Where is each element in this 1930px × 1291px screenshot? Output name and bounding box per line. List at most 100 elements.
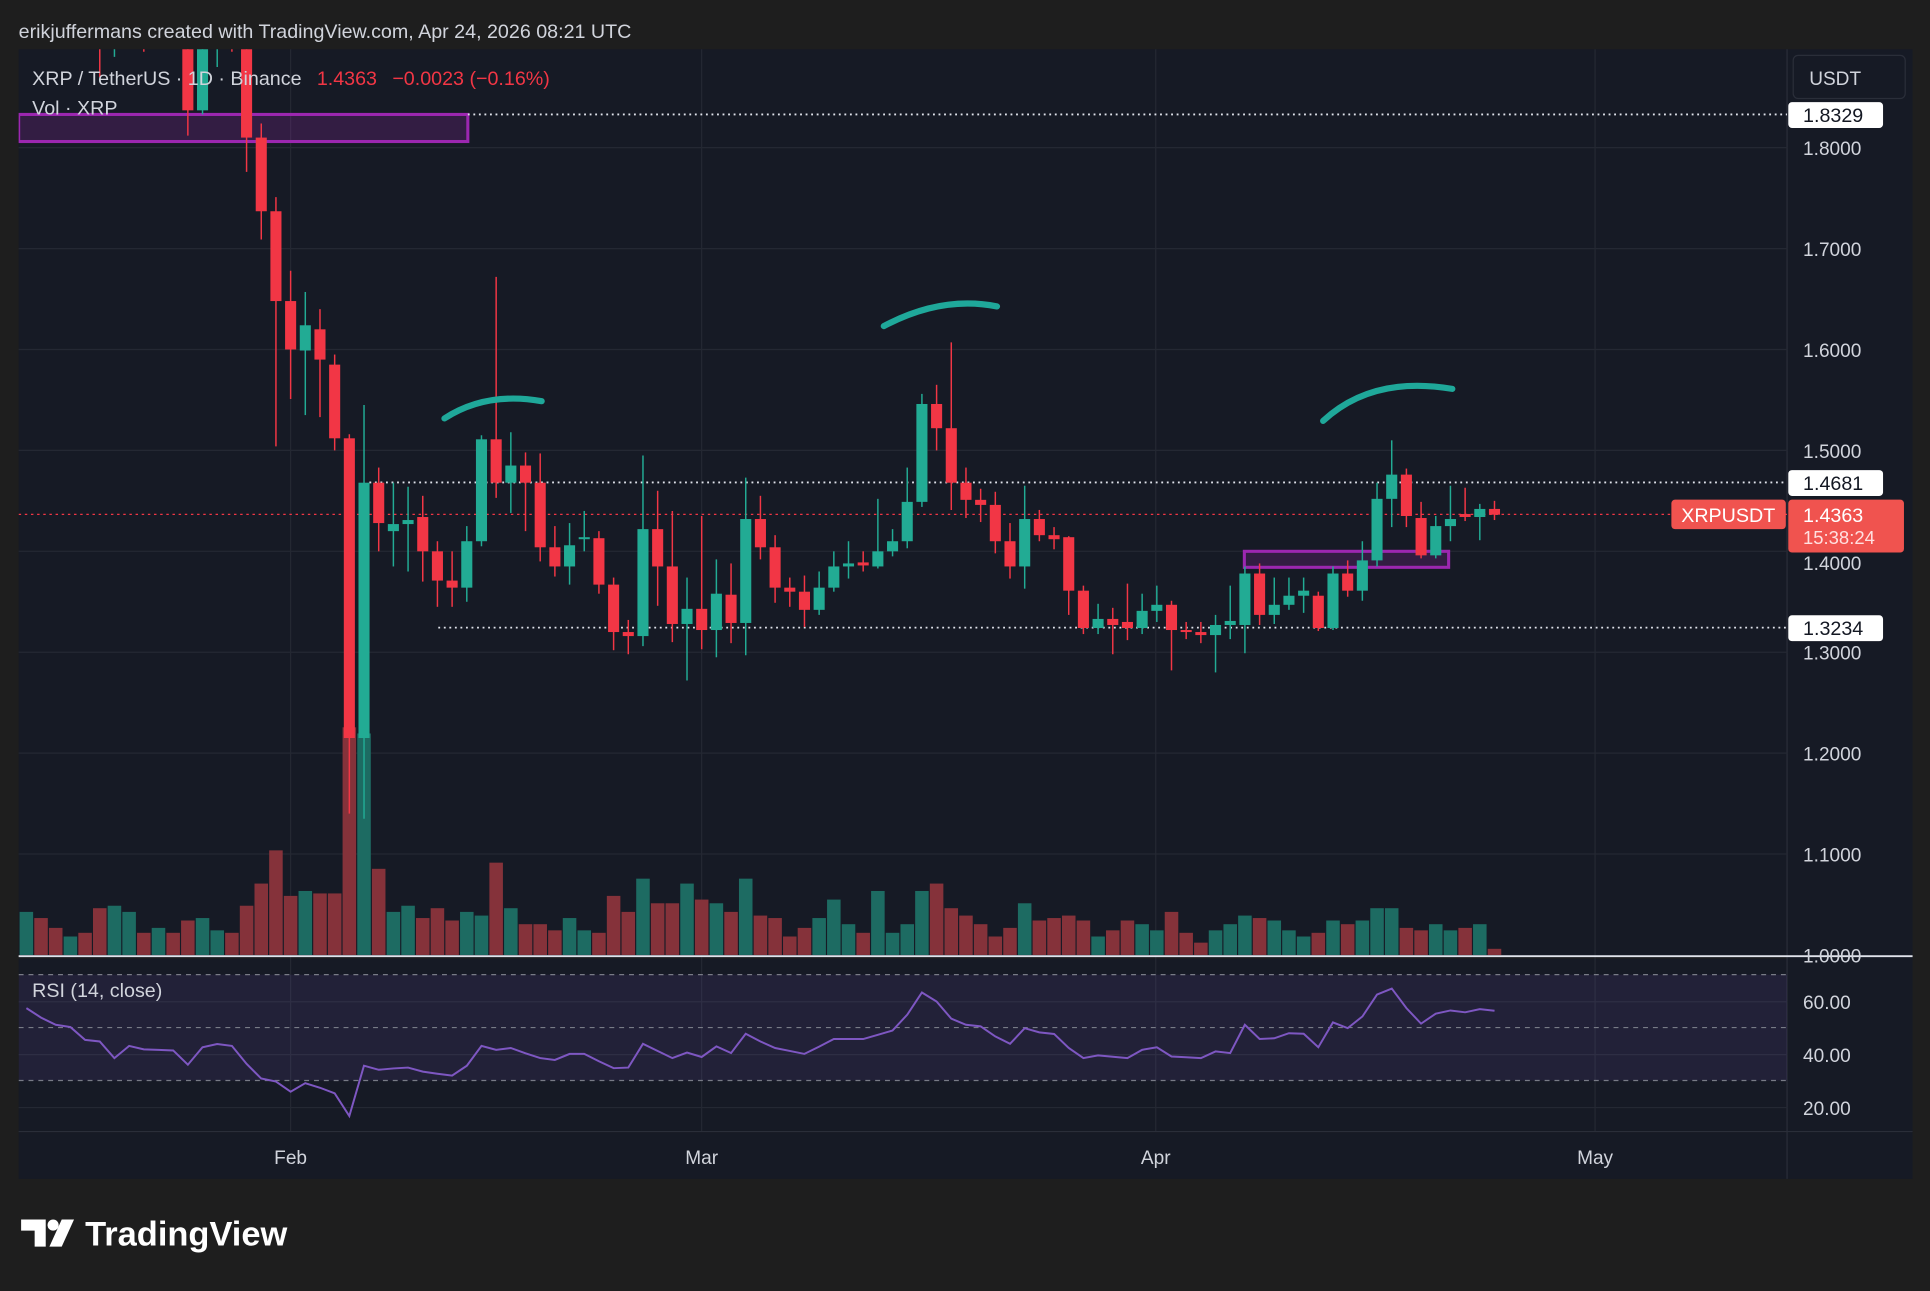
candle: [285, 270, 297, 399]
candle: [945, 342, 957, 510]
volume-bar: [665, 903, 680, 955]
time-label-may: May: [1577, 1148, 1613, 1169]
volume-bar: [562, 918, 577, 955]
volume-legend[interactable]: Vol · XRP: [32, 97, 117, 119]
candle-body: [1033, 519, 1045, 536]
volume-bar: [1443, 930, 1458, 955]
candle-body: [1210, 624, 1222, 636]
candle: [1048, 527, 1060, 550]
last-price-text: 1.4363: [317, 68, 377, 90]
candle: [578, 510, 590, 552]
candle: [113, 49, 116, 57]
candle: [857, 551, 869, 572]
volume-bar: [871, 890, 885, 955]
volume-bar: [783, 936, 797, 955]
candle-body: [857, 562, 869, 566]
candle: [989, 491, 1001, 554]
tradingview-logo[interactable]: TradingView: [21, 1215, 288, 1253]
candle-body: [329, 364, 341, 439]
candle: [387, 482, 399, 567]
volume-bar: [1017, 903, 1032, 955]
volume-bar: [841, 924, 856, 955]
candle-body: [945, 428, 957, 483]
rsi-legend[interactable]: RSI (14, close): [32, 980, 162, 1002]
symbol-info[interactable]: XRP / TetherUS · 1D · Binance: [32, 68, 301, 90]
candle: [872, 498, 884, 569]
candle: [519, 452, 532, 532]
candle: [373, 467, 385, 552]
candle-body: [578, 537, 590, 540]
candle: [1327, 566, 1339, 631]
breakout-zone-box: [1242, 549, 1451, 569]
candle-body: [1400, 474, 1412, 516]
candle: [593, 531, 605, 594]
candle-body: [564, 545, 576, 567]
volume-bar: [1487, 948, 1502, 955]
volume-bar: [592, 932, 606, 955]
price-tick: 1.3000: [1803, 644, 1861, 665]
candle: [1386, 440, 1398, 528]
volume-bar: [929, 883, 944, 955]
candle: [1004, 523, 1016, 579]
candle-body: [402, 520, 414, 525]
price-axis[interactable]: [1787, 49, 1913, 1133]
volume-bar: [988, 936, 1003, 955]
candle-body: [696, 608, 708, 631]
candle: [608, 577, 620, 651]
currency-button[interactable]: [1792, 54, 1906, 100]
candle-body: [1136, 610, 1148, 629]
bar-countdown-label: 15:38:24: [1803, 527, 1875, 548]
time-axis[interactable]: [18, 1132, 1913, 1179]
candle-body: [975, 499, 987, 505]
candle-body: [989, 504, 1001, 542]
candle-body: [417, 517, 429, 552]
candle-body: [1415, 518, 1427, 556]
candle: [901, 467, 913, 549]
volume-bar: [680, 883, 694, 955]
volume-bar: [1120, 920, 1135, 955]
currency-button-label: USDT: [1809, 69, 1861, 90]
volume-bar: [1179, 932, 1193, 955]
volume-bar: [1458, 927, 1472, 955]
price-tick: 1.1000: [1803, 845, 1861, 866]
attribution-text: erikjuffermans created with TradingView.…: [19, 21, 632, 43]
volume-bar: [1282, 930, 1296, 955]
tradingview-brand: TradingView: [85, 1215, 287, 1253]
candle: [1239, 566, 1251, 654]
arc-left-shoulder: [441, 395, 545, 422]
candle-body: [740, 519, 752, 623]
volume-bar: [1223, 924, 1237, 955]
candle: [1224, 585, 1236, 640]
candle: [1312, 591, 1324, 632]
rsi-pane[interactable]: [18, 958, 1788, 1131]
volume-bar: [885, 932, 900, 955]
volume-bar: [195, 918, 210, 955]
candle: [182, 49, 194, 136]
candle: [431, 541, 443, 607]
volume-bar: [1428, 924, 1443, 955]
volume-bar: [548, 930, 562, 955]
volume-bar: [577, 930, 592, 955]
candle: [1283, 577, 1295, 610]
candle-body: [872, 551, 884, 567]
volume-bar: [357, 733, 371, 955]
current-price-label: 1.4363: [1803, 505, 1863, 527]
candle-body: [461, 541, 473, 588]
candle: [828, 551, 840, 592]
candle: [622, 619, 634, 655]
candle-body: [1268, 604, 1280, 615]
candle: [887, 529, 899, 557]
candle: [1195, 621, 1207, 644]
candle: [475, 435, 488, 547]
candle: [1210, 614, 1222, 673]
candle: [99, 49, 101, 78]
candle: [402, 486, 414, 572]
volume-bar: [430, 908, 445, 955]
level-label-text: 1.8329: [1803, 105, 1863, 127]
volume-bar: [1370, 908, 1384, 955]
candle: [681, 577, 693, 681]
volume-bar: [518, 924, 533, 955]
candle: [299, 291, 311, 416]
candle: [549, 526, 561, 577]
